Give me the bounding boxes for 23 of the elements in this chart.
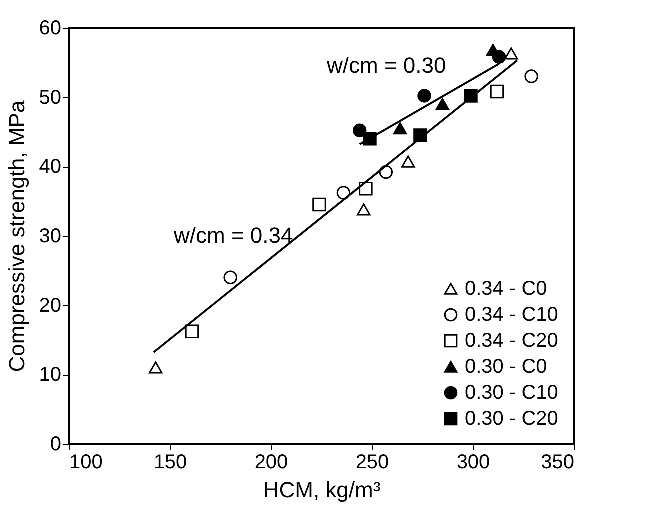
legend-label: 0.34 - C0	[465, 278, 548, 300]
x-tick-label: 250	[356, 452, 390, 474]
x-tick-label: 100	[70, 452, 103, 474]
x-tick-label: 300	[456, 452, 490, 474]
x-tick-label: 350	[541, 452, 574, 474]
annotation: w/cm = 0.30	[326, 53, 446, 78]
legend-label: 0.30 - C20	[465, 408, 558, 430]
y-tick-label: 30	[39, 226, 62, 248]
annotation: w/cm = 0.34	[173, 223, 294, 248]
legend-label: 0.30 - C10	[465, 382, 558, 404]
y-tick-label: 10	[39, 364, 62, 386]
legend-label: 0.30 - C0	[465, 356, 548, 378]
x-axis-title: HCM, kg/m³	[263, 478, 381, 502]
x-tick-label: 150	[154, 452, 188, 474]
y-tick-label: 60	[39, 18, 62, 40]
y-tick-label: 40	[39, 156, 62, 178]
y-tick-label: 50	[39, 86, 62, 109]
x-tick-label: 200	[254, 452, 288, 474]
y-tick-label: 0	[50, 434, 62, 456]
y-tick-label: 20	[39, 294, 62, 317]
legend-label: 0.34 - C20	[465, 330, 558, 352]
y-axis-title: Compressive strength, MPa	[4, 100, 30, 372]
legend-label: 0.34 - C10	[465, 304, 558, 326]
